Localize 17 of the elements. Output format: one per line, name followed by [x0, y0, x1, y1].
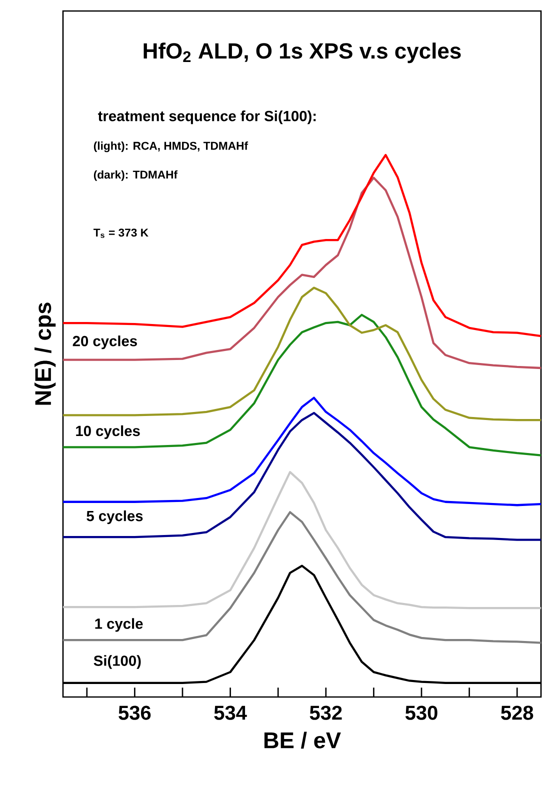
- y-axis-title: N(E) / cps: [34, 302, 56, 405]
- x-tick-label: 536: [118, 706, 151, 720]
- annotation: Si(100): [94, 655, 141, 669]
- x-tick-label: 530: [405, 706, 438, 720]
- chart-title: HfO$_{2}$ ALD, O 1s XPS v.s cycles: [144, 42, 461, 64]
- annotation: 5 cycles: [86, 510, 143, 524]
- annotation: 10 cycles: [76, 425, 140, 440]
- x-tick-label: 532: [310, 706, 342, 720]
- annotation: 1 cycle: [95, 618, 143, 632]
- text: (light): RCA, HMDS, TDMAHf: [94, 142, 248, 152]
- annotation: (dark): TDMAHf: [94, 170, 178, 181]
- x-tick-label: 528: [501, 706, 534, 720]
- x-tick-label: 534: [214, 706, 247, 720]
- annotation: 20 cycles: [72, 336, 137, 350]
- annotation: T$_{s}$ = 373 K: [94, 228, 148, 238]
- chart-subtitle: treatment sequence for Si(100):: [98, 110, 316, 124]
- x-axis-title: BE / eV: [264, 732, 341, 749]
